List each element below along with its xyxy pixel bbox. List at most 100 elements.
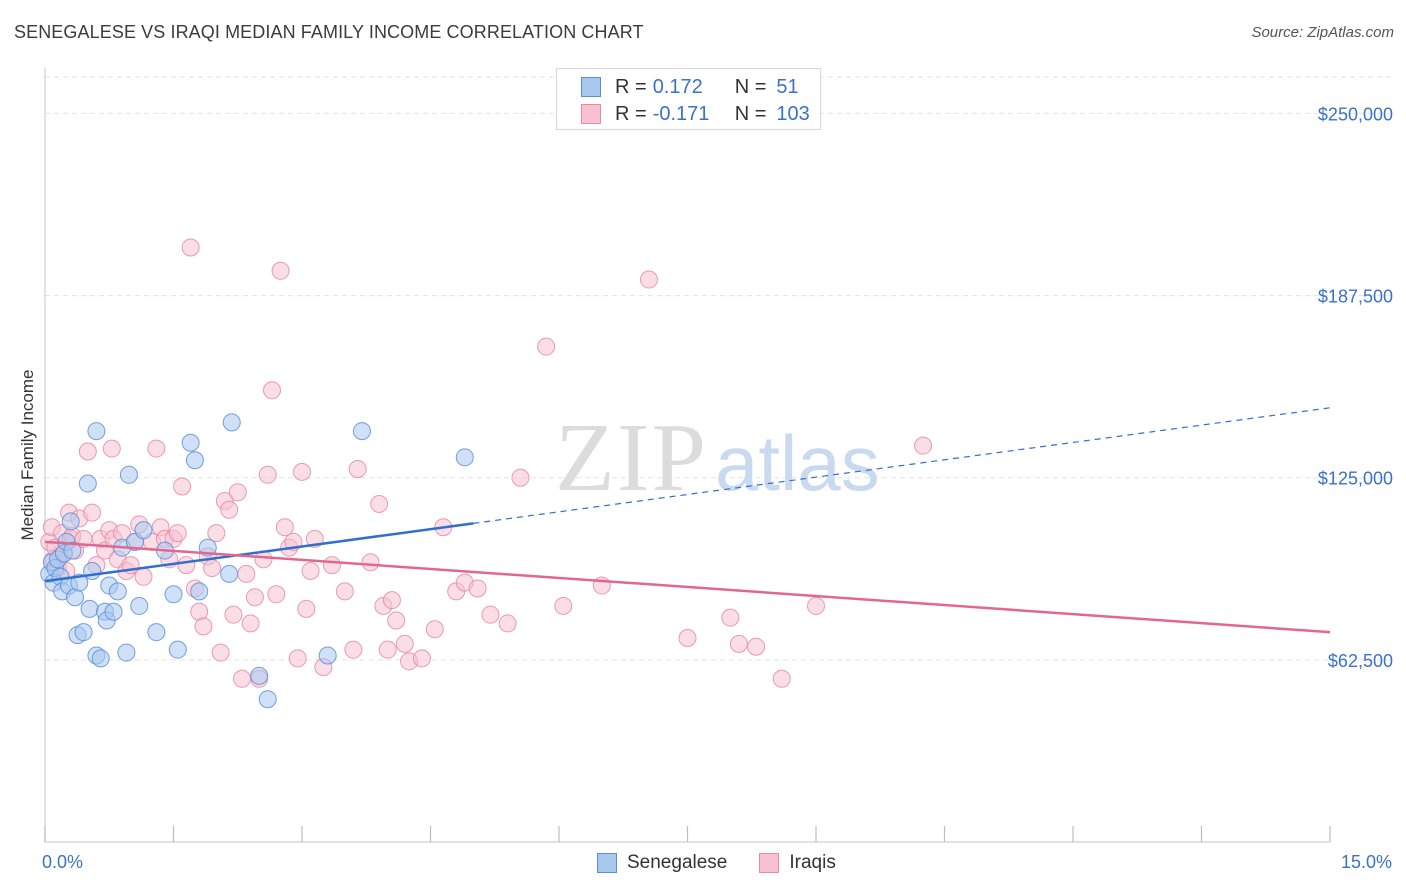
point-iraqis bbox=[382, 591, 401, 610]
point-iraqis bbox=[468, 579, 487, 598]
point-senegalese bbox=[134, 521, 153, 540]
point-iraqis bbox=[348, 459, 367, 478]
point-iraqis bbox=[173, 477, 192, 496]
y-tick-label: $62,500 bbox=[1328, 651, 1393, 671]
point-iraqis bbox=[361, 553, 380, 572]
point-senegalese bbox=[168, 640, 187, 659]
point-iraqis bbox=[301, 561, 320, 580]
point-senegalese bbox=[91, 649, 110, 668]
legend-row-senegalese: R = 0.172 N = 51 bbox=[581, 75, 799, 99]
legend-row-iraqis: R = -0.171 N = 103 bbox=[581, 102, 810, 126]
point-senegalese bbox=[78, 474, 97, 493]
point-iraqis bbox=[102, 439, 121, 458]
series-swatch-iraqis bbox=[759, 853, 780, 873]
y-axis-title: Median Family Income bbox=[18, 369, 37, 541]
series-legend-iraqis[interactable]: Iraqis bbox=[759, 852, 836, 874]
point-iraqis bbox=[134, 567, 153, 586]
watermark: ZIP atlas bbox=[555, 404, 880, 512]
point-senegalese bbox=[74, 623, 93, 642]
point-iraqis bbox=[412, 649, 431, 668]
point-senegalese bbox=[61, 512, 80, 531]
point-senegalese bbox=[181, 433, 200, 452]
point-iraqis bbox=[245, 588, 264, 607]
tick-labels: $62,500 $125,000 $187,500 $250,000 bbox=[1318, 104, 1393, 670]
point-senegalese bbox=[258, 690, 277, 709]
trend-lines bbox=[44, 407, 1331, 634]
point-iraqis bbox=[293, 462, 311, 481]
data-points bbox=[40, 238, 933, 709]
point-senegalese bbox=[190, 582, 209, 601]
point-iraqis bbox=[425, 620, 444, 639]
series-legend: Senegalese Iraqis bbox=[597, 852, 868, 874]
point-iraqis bbox=[721, 608, 740, 627]
y-tick-label: $187,500 bbox=[1318, 287, 1393, 307]
legend-r-label: R = bbox=[615, 75, 647, 98]
point-senegalese bbox=[250, 666, 269, 685]
point-iraqis bbox=[914, 436, 933, 455]
legend-n-value: 51 bbox=[776, 75, 799, 98]
point-iraqis bbox=[807, 596, 825, 615]
point-iraqis bbox=[537, 337, 556, 356]
point-senegalese bbox=[87, 422, 106, 441]
point-iraqis bbox=[387, 611, 406, 630]
point-senegalese bbox=[147, 623, 166, 642]
point-iraqis bbox=[288, 649, 307, 668]
point-senegalese bbox=[104, 602, 123, 621]
point-iraqis bbox=[511, 468, 530, 487]
point-senegalese bbox=[318, 646, 337, 665]
point-iraqis bbox=[554, 596, 573, 615]
source-label: Source: ZipAtlas.com bbox=[1251, 24, 1394, 41]
point-iraqis bbox=[83, 503, 102, 522]
point-iraqis bbox=[220, 500, 239, 519]
point-senegalese bbox=[108, 582, 127, 601]
point-senegalese bbox=[185, 451, 204, 470]
point-iraqis bbox=[233, 669, 252, 688]
point-iraqis bbox=[378, 640, 397, 659]
point-iraqis bbox=[78, 442, 97, 461]
axes bbox=[44, 68, 1331, 843]
point-iraqis bbox=[267, 585, 286, 604]
point-iraqis bbox=[228, 483, 247, 502]
point-iraqis bbox=[297, 599, 316, 618]
point-iraqis bbox=[370, 494, 389, 513]
legend-n-label: N = bbox=[734, 75, 767, 98]
point-iraqis bbox=[729, 634, 748, 653]
point-iraqis bbox=[203, 559, 222, 578]
stats-legend: R = 0.172 N = 51 R = -0.171 N = 103 bbox=[556, 68, 821, 130]
point-iraqis bbox=[147, 439, 166, 458]
series-swatch-senegalese bbox=[597, 853, 617, 873]
watermark-atlas: atlas bbox=[715, 419, 880, 507]
point-iraqis bbox=[344, 640, 363, 659]
watermark-zip: ZIP bbox=[555, 404, 708, 512]
point-senegalese bbox=[83, 561, 102, 580]
point-iraqis bbox=[498, 614, 517, 633]
point-iraqis bbox=[678, 629, 697, 647]
point-iraqis bbox=[747, 637, 766, 656]
point-iraqis bbox=[481, 605, 500, 624]
legend-n-label: N = bbox=[734, 102, 767, 125]
trend-line-senegalese-projection bbox=[473, 407, 1331, 524]
point-senegalese bbox=[455, 448, 474, 467]
legend-r-value: -0.171 bbox=[652, 102, 710, 125]
series-legend-senegalese[interactable]: Senegalese bbox=[597, 852, 727, 874]
point-senegalese bbox=[222, 413, 241, 432]
point-iraqis bbox=[237, 564, 256, 583]
chart-title: SENEGALESE VS IRAQI MEDIAN FAMILY INCOME… bbox=[14, 22, 644, 42]
point-iraqis bbox=[181, 238, 200, 257]
legend-r-value: 0.172 bbox=[652, 75, 703, 98]
point-iraqis bbox=[639, 270, 658, 289]
point-senegalese bbox=[63, 541, 82, 560]
point-iraqis bbox=[263, 381, 282, 400]
point-iraqis bbox=[194, 617, 213, 636]
point-iraqis bbox=[207, 524, 226, 543]
legend-swatch-iraqis bbox=[581, 104, 601, 124]
point-senegalese bbox=[130, 596, 149, 615]
point-iraqis bbox=[335, 582, 354, 601]
point-senegalese bbox=[220, 564, 239, 583]
point-iraqis bbox=[395, 634, 414, 653]
point-senegalese bbox=[80, 599, 99, 618]
legend-n-value: 103 bbox=[776, 102, 810, 125]
trend-line-iraqis bbox=[44, 540, 1331, 634]
y-tick-label: $250,000 bbox=[1318, 104, 1393, 124]
x-tick-label-min: 0.0% bbox=[42, 852, 84, 872]
